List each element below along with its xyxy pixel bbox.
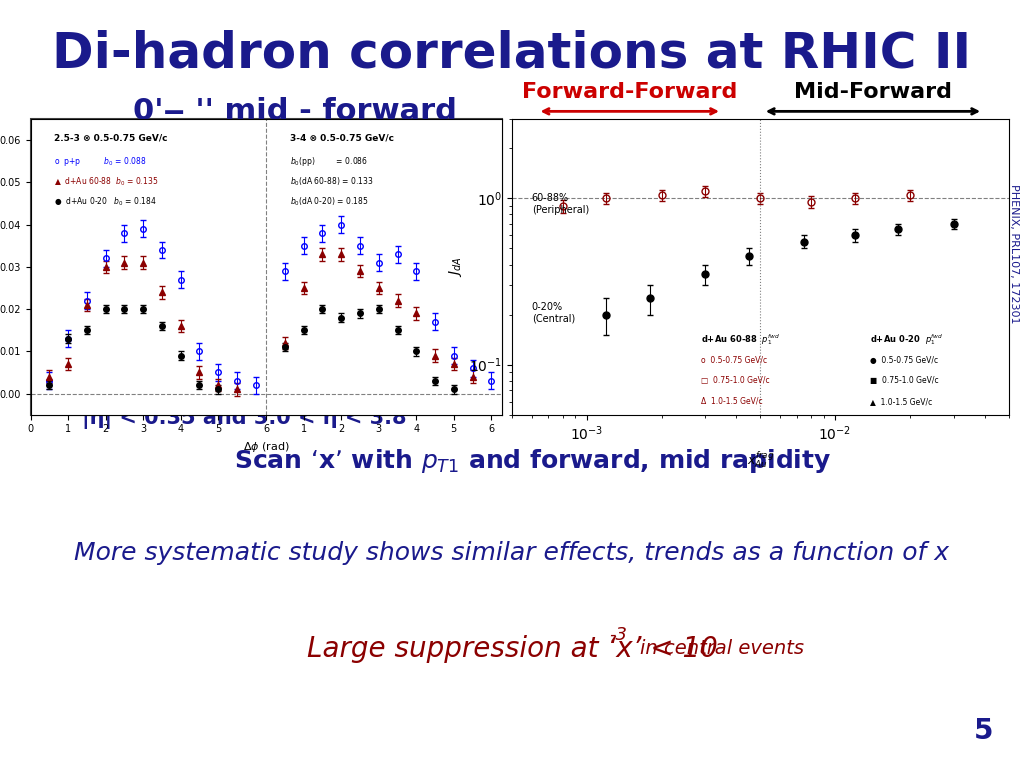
Text: 2.5-3 ⊗ 0.5-0.75 GeV/c: 2.5-3 ⊗ 0.5-0.75 GeV/c	[54, 134, 168, 143]
Text: ●  0.5-0.75 GeV/c: ● 0.5-0.75 GeV/c	[869, 356, 938, 365]
Text: 60-88%
(Peripheral): 60-88% (Peripheral)	[531, 193, 589, 214]
X-axis label: $x_{Au}^{frag}$: $x_{Au}^{frag}$	[746, 449, 774, 469]
Text: ■  0.75-1.0 GeV/c: ■ 0.75-1.0 GeV/c	[869, 376, 938, 386]
Text: d+Au 0-20  $p_1^{fwd}$: d+Au 0-20 $p_1^{fwd}$	[869, 332, 943, 347]
Text: -3: -3	[609, 626, 628, 644]
FancyBboxPatch shape	[31, 119, 502, 415]
Text: More systematic study shows similar effects, trends as a function of x: More systematic study shows similar effe…	[75, 541, 949, 565]
Text: Forward-Forward: Forward-Forward	[522, 82, 737, 102]
Text: o  p+p          $b_0$ = 0.088: o p+p $b_0$ = 0.088	[54, 154, 147, 167]
Text: Di-hadron correlations at RHIC II: Di-hadron correlations at RHIC II	[52, 30, 972, 78]
Text: ●  d+Au 0-20   $b_0$ = 0.184: ● d+Au 0-20 $b_0$ = 0.184	[54, 196, 157, 208]
Text: PHENIX, PRL107, 172301: PHENIX, PRL107, 172301	[1009, 184, 1019, 323]
Text: Large suppression at ‘x’ < 10: Large suppression at ‘x’ < 10	[306, 635, 718, 663]
Text: 0'‒ '' mid - forward: 0'‒ '' mid - forward	[133, 97, 457, 126]
Text: □  0.75-1.0 GeV/c: □ 0.75-1.0 GeV/c	[700, 376, 769, 386]
Text: o  0.5-0.75 GeV/c: o 0.5-0.75 GeV/c	[700, 356, 767, 365]
Text: Mid-Forward: Mid-Forward	[794, 82, 952, 102]
Text: 0-20%
(Central): 0-20% (Central)	[531, 303, 575, 324]
Text: |η| < 0.35 and 3.0 < η < 3.8: |η| < 0.35 and 3.0 < η < 3.8	[82, 408, 407, 429]
X-axis label: $\Delta\phi$ (rad): $\Delta\phi$ (rad)	[243, 440, 290, 454]
Text: ▲  d+Au 60-88  $b_0$ = 0.135: ▲ d+Au 60-88 $b_0$ = 0.135	[54, 175, 159, 187]
Text: Scan ‘x’ with $p_{T1}$ and forward, mid rapidity: Scan ‘x’ with $p_{T1}$ and forward, mid …	[233, 447, 831, 475]
Text: 5: 5	[974, 717, 993, 745]
Text: $b_0$(dA 0-20) = 0.185: $b_0$(dA 0-20) = 0.185	[290, 196, 369, 208]
Text: $b_0$(dA 60-88) = 0.133: $b_0$(dA 60-88) = 0.133	[290, 175, 374, 187]
Text: d+Au 60-88  $p_1^{fwd}$: d+Au 60-88 $p_1^{fwd}$	[700, 332, 780, 347]
Text: Δ  1.0-1.5 GeV/c: Δ 1.0-1.5 GeV/c	[700, 397, 762, 406]
Text: $b_0$(pp)         = 0.086: $b_0$(pp) = 0.086	[290, 154, 368, 167]
Text: ▲  1.0-1.5 GeV/c: ▲ 1.0-1.5 GeV/c	[869, 397, 932, 406]
Y-axis label: $J_{dA}$: $J_{dA}$	[446, 257, 464, 277]
Text: in central events: in central events	[640, 640, 804, 658]
Text: 3-4 ⊗ 0.5-0.75 GeV/c: 3-4 ⊗ 0.5-0.75 GeV/c	[290, 134, 394, 143]
